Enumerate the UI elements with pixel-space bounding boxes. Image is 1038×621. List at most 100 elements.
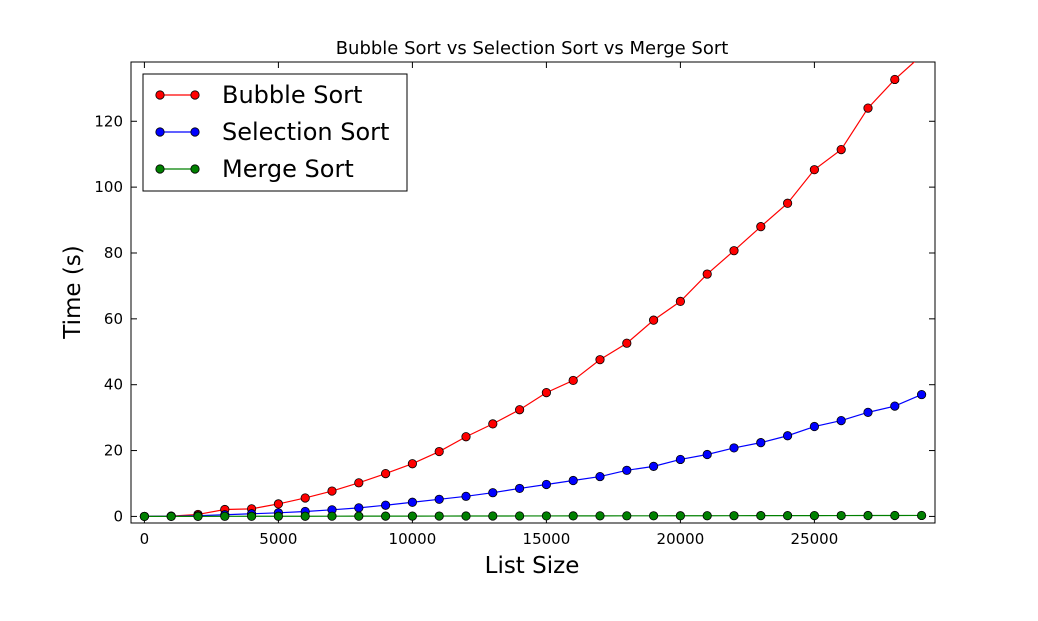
merge-sort-point [622,511,632,521]
merge-sort-point [380,511,391,521]
legend-merge-sort-marker [155,164,165,174]
merge-sort-point [193,511,203,521]
selection-sort-point [488,488,498,498]
merge-sort-point [247,511,257,521]
bubble-sort-point [407,459,417,469]
merge-sort-point [782,511,793,521]
merge-sort-point [166,511,176,521]
bubble-sort-point [327,486,337,496]
selection-sort-point [514,483,525,494]
bubble-sort-point [434,446,444,457]
legend-bubble-sort-marker [190,90,200,100]
x-tick-label: 25000 [791,530,839,548]
legend-merge-sort-marker [190,164,200,174]
y-tick-label: 80 [104,244,123,262]
y-tick-label: 20 [104,442,123,460]
merge-sort-point [595,511,605,521]
bubble-sort-point [917,51,925,59]
bubble-sort-point [863,103,873,113]
merge-sort-point [729,511,739,521]
selection-sort-point [461,491,471,501]
legend-selection-sort-label: Selection Sort [222,118,389,146]
selection-sort-line [144,394,922,518]
merge-sort-point [648,511,659,521]
merge-sort-point [488,511,498,521]
merge-sort-point [836,510,846,521]
y-tick-label: 40 [104,376,123,394]
selection-sort-point [434,494,444,504]
selection-sort-point [541,479,552,490]
plot-area: 0 5000 10000 15000 20000 25000 0 20 40 60 80 100 120 [94,51,936,548]
bubble-sort-point [273,499,283,509]
merge-sort-line [144,514,922,518]
selection-sort-point [836,415,846,426]
merge-sort-point [568,511,578,521]
bubble-sort-point [836,144,846,155]
bubble-sort-point [380,469,391,479]
bubble-sort-point [675,296,686,306]
merge-sort-point [407,511,417,521]
x-tick-label: 10000 [389,530,437,548]
selection-sort-point [702,449,712,460]
merge-sort-point [434,511,444,521]
merge-sort-point [702,511,712,521]
legend-selection-sort-marker [155,127,165,137]
selection-sort-point [890,401,900,411]
y-axis-label: Time (s) [60,245,86,340]
selection-sort-point [675,454,686,465]
x-tick-label: 15000 [523,530,571,548]
merge-sort-point [139,511,149,522]
merge-sort-point [354,511,364,521]
bubble-sort-point [488,419,498,429]
merge-sort-point [327,511,337,521]
bubble-sort-point [514,405,525,415]
selection-sort-point [863,407,873,417]
merge-sort-point [890,510,900,521]
merge-sort-point [916,510,927,521]
merge-sort-point [809,510,820,521]
bubble-sort-point [354,478,364,488]
merge-sort-point [300,511,310,521]
bubble-sort-point [702,269,712,279]
bubble-sort-point [890,74,900,85]
bubble-sort-point [568,375,578,386]
bubble-sort-point [782,198,793,208]
selection-sort-point [568,475,578,486]
merge-sort-point [541,511,552,521]
selection-sort-point [354,503,364,513]
series-group [139,51,927,522]
selection-sort-point [380,500,391,510]
bubble-sort-point [648,315,659,325]
bubble-sort-point [541,388,552,398]
y-tick-label: 120 [94,112,123,130]
y-tick-label: 0 [113,507,123,525]
legend: Bubble Sort Selection Sort Merge Sort [142,73,408,192]
x-axis-label: List Size [485,553,580,579]
selection-sort-point [916,389,927,400]
x-tick-label: 5000 [259,530,297,548]
legend-selection-sort-marker [190,127,200,137]
merge-sort-point [273,511,283,521]
selection-sort-point [407,497,417,507]
y-tick-label: 60 [104,310,123,328]
merge-sort-point [675,511,686,521]
merge-sort-point [756,511,766,521]
bubble-sort-point [461,432,471,442]
selection-sort-point [809,421,820,432]
chart-title: Bubble Sort vs Selection Sort vs Merge S… [336,38,729,59]
legend-bubble-sort-marker [155,90,165,100]
y-tick-label: 100 [94,178,123,196]
bubble-sort-point [300,493,310,503]
selection-sort-point [648,461,659,471]
selection-sort-point [782,431,793,441]
merge-sort-point [220,511,230,521]
bubble-sort-point [729,246,739,256]
x-tick-label: 20000 [657,530,705,548]
merge-sort-point [863,510,873,521]
selection-sort-point [595,471,605,482]
bubble-sort-point [595,355,605,365]
selection-sort-point [756,438,766,448]
x-tick-label: 0 [140,530,150,548]
bubble-sort-point [809,165,820,175]
legend-merge-sort-label: Merge Sort [222,155,354,183]
